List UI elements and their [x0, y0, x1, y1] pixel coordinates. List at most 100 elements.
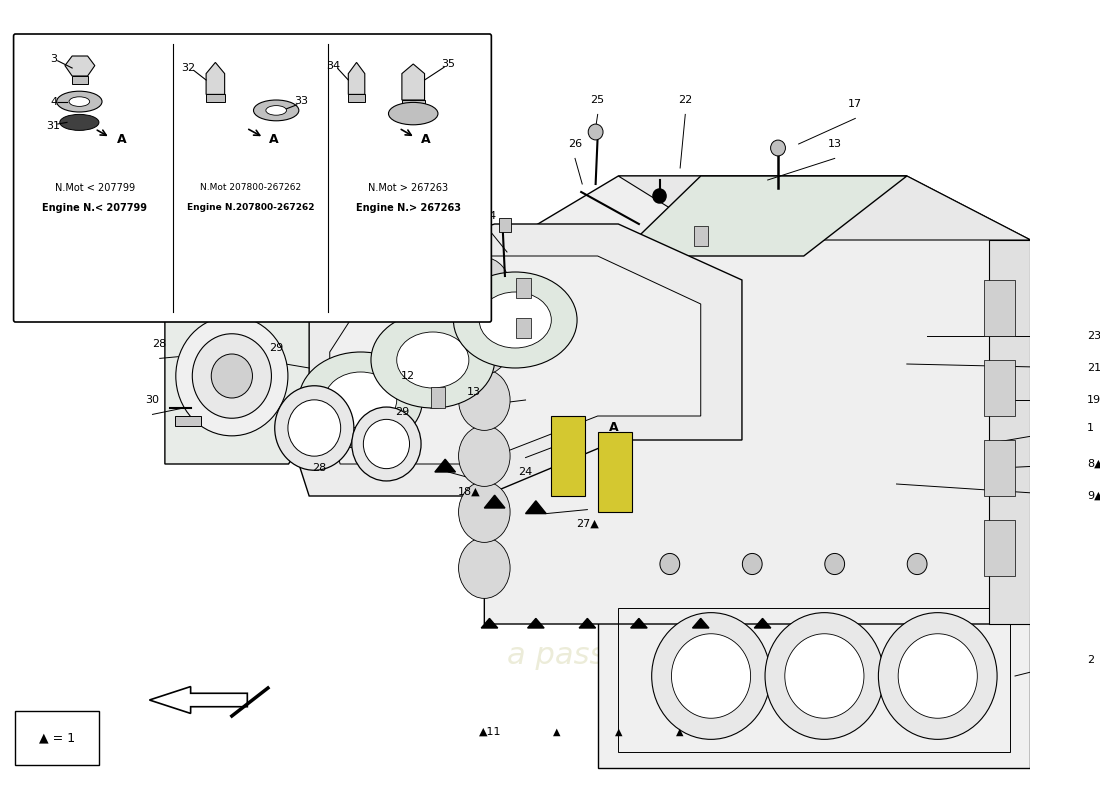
Polygon shape [481, 618, 497, 628]
Circle shape [908, 554, 927, 574]
Circle shape [288, 400, 341, 456]
Polygon shape [165, 288, 309, 464]
Bar [175, 416, 201, 426]
Text: 26: 26 [568, 139, 582, 149]
Polygon shape [349, 94, 365, 102]
Text: 30: 30 [145, 395, 160, 405]
Circle shape [275, 386, 354, 470]
Text: 4: 4 [50, 97, 57, 106]
Text: N.Mot 207800-267262: N.Mot 207800-267262 [200, 183, 301, 193]
Text: 18▲: 18▲ [458, 487, 481, 497]
Ellipse shape [59, 114, 99, 130]
Polygon shape [528, 618, 544, 628]
Text: N.Mot > 267263: N.Mot > 267263 [368, 183, 448, 193]
Polygon shape [551, 416, 585, 496]
Ellipse shape [324, 372, 397, 428]
Circle shape [653, 189, 667, 203]
Text: 13: 13 [827, 139, 842, 149]
Text: 1: 1 [1087, 423, 1094, 433]
Circle shape [825, 554, 845, 574]
Bar [516, 318, 530, 338]
Text: 31: 31 [46, 121, 60, 130]
Circle shape [192, 334, 272, 418]
Circle shape [671, 634, 750, 718]
Text: 27▲: 27▲ [576, 519, 598, 529]
Polygon shape [579, 618, 595, 628]
Text: A: A [421, 133, 430, 146]
Text: 8▲: 8▲ [1087, 459, 1100, 469]
Text: 33: 33 [294, 96, 308, 106]
Polygon shape [330, 256, 701, 464]
Text: 24: 24 [518, 467, 532, 477]
Polygon shape [618, 176, 1031, 240]
Polygon shape [597, 432, 631, 512]
Polygon shape [989, 240, 1031, 624]
Polygon shape [618, 176, 906, 256]
Text: A: A [270, 133, 279, 146]
Polygon shape [693, 618, 710, 628]
Ellipse shape [253, 100, 299, 121]
Text: 21: 21 [1087, 363, 1100, 373]
Polygon shape [65, 56, 95, 76]
Polygon shape [434, 459, 455, 472]
Bar [498, 218, 512, 232]
Bar [984, 280, 1015, 336]
Circle shape [660, 554, 680, 574]
Ellipse shape [57, 91, 102, 112]
Circle shape [742, 554, 762, 574]
Text: 28: 28 [312, 463, 327, 473]
Circle shape [784, 634, 864, 718]
Ellipse shape [480, 292, 551, 348]
Text: ▲: ▲ [615, 727, 622, 737]
Circle shape [352, 407, 421, 481]
Polygon shape [349, 62, 365, 94]
Ellipse shape [388, 102, 438, 125]
Circle shape [588, 124, 603, 140]
Text: 3: 3 [51, 54, 57, 64]
FancyBboxPatch shape [14, 711, 99, 765]
Text: 25: 25 [591, 95, 605, 105]
Polygon shape [755, 618, 771, 628]
Text: a passion for...: a passion for... [507, 642, 729, 670]
Polygon shape [402, 100, 425, 109]
Bar [693, 226, 708, 246]
Polygon shape [484, 495, 505, 508]
Ellipse shape [459, 370, 510, 430]
Polygon shape [150, 686, 248, 714]
Circle shape [764, 613, 883, 739]
Ellipse shape [459, 482, 510, 542]
Text: Engine N.> 267263: Engine N.> 267263 [355, 203, 461, 213]
Text: 29: 29 [395, 407, 409, 417]
Text: 19▲: 19▲ [1087, 395, 1100, 405]
Text: 12: 12 [402, 371, 415, 381]
Polygon shape [597, 592, 1031, 768]
Text: 35: 35 [441, 59, 455, 69]
Polygon shape [288, 224, 742, 496]
Ellipse shape [397, 332, 469, 388]
Text: euroParts: euroParts [468, 335, 1016, 433]
Text: 23▲: 23▲ [1087, 331, 1100, 341]
Text: A: A [117, 133, 126, 146]
Polygon shape [206, 94, 224, 102]
Text: ▲: ▲ [552, 727, 560, 737]
Ellipse shape [459, 314, 510, 374]
Text: 17: 17 [848, 99, 862, 109]
Circle shape [651, 613, 770, 739]
Bar [984, 440, 1015, 496]
Text: 9▲: 9▲ [1087, 491, 1100, 501]
Polygon shape [484, 176, 1031, 624]
Circle shape [211, 354, 253, 398]
Ellipse shape [299, 352, 422, 448]
Circle shape [176, 316, 288, 436]
Text: 28: 28 [153, 339, 167, 349]
Text: 34: 34 [326, 61, 340, 70]
Text: ▲11: ▲11 [480, 727, 502, 737]
Ellipse shape [371, 312, 495, 408]
Ellipse shape [459, 426, 510, 486]
Circle shape [363, 419, 409, 469]
Text: A: A [609, 422, 619, 434]
Text: Engine N.< 207799: Engine N.< 207799 [42, 203, 147, 213]
Text: 32: 32 [182, 63, 196, 73]
Text: 2: 2 [1087, 655, 1094, 665]
Bar [984, 520, 1015, 576]
